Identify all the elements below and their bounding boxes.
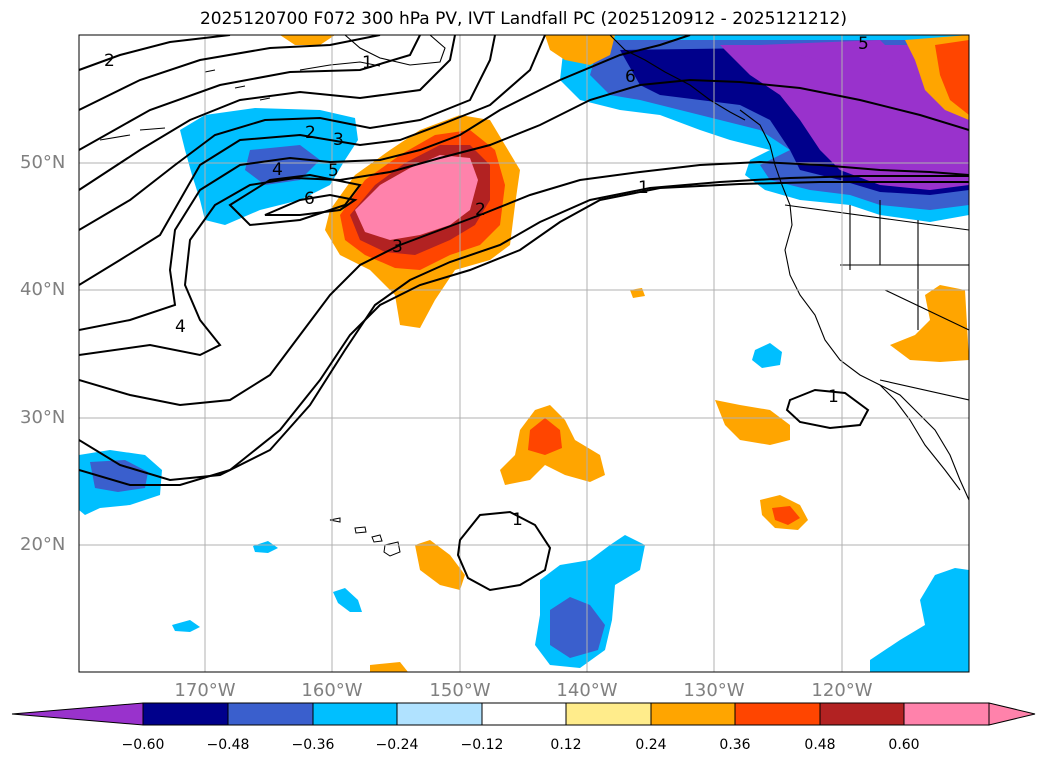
colorbar-tick-label: −0.60 [121, 737, 165, 753]
border-us-canada [784, 204, 969, 231]
hawaii-islands [329, 517, 401, 557]
lon-label: 170°W [174, 680, 236, 701]
colorbar-tick-label: −0.12 [460, 737, 504, 753]
anomaly-positive-topleft [280, 35, 335, 45]
contour-label: 2 [305, 123, 316, 143]
contour-lines [79, 35, 969, 592]
contour-label: 4 [272, 160, 283, 180]
colorbar-tick-label: 0.24 [635, 737, 667, 753]
colorbar-segment [396, 702, 483, 726]
lon-label: 150°W [429, 680, 491, 701]
lon-label: 120°W [811, 680, 873, 701]
anomaly-negative-sub1-2 [550, 597, 605, 658]
lat-label: 40°N [20, 279, 66, 300]
map-frame [78, 34, 970, 673]
contour-label: 6 [625, 67, 636, 87]
anomaly-positive-sub4-2 [772, 506, 800, 525]
colorbar-tick-label: −0.36 [291, 737, 335, 753]
contour-label: 5 [858, 34, 869, 54]
colorbar [11, 702, 1036, 726]
colorbar-extend-right [988, 702, 1036, 726]
contour-label: 6 [304, 189, 315, 209]
colorbar-segment [481, 702, 567, 726]
colorbar-tick-label: 0.12 [550, 737, 582, 753]
contour-label: 1 [638, 178, 649, 198]
map-title: 2025120700 F072 300 hPa PV, IVT Landfall… [199, 9, 847, 29]
anomaly-positive-corner-2 [935, 40, 969, 115]
coastline-baja [879, 384, 961, 491]
colorbar-extend-left [11, 702, 144, 726]
contour-label: 1 [512, 510, 523, 530]
contour-label: 1 [362, 53, 373, 73]
anomaly-positive-sub3 [715, 400, 790, 445]
colorbar-segment [227, 702, 314, 726]
colorbar-segment [312, 702, 398, 726]
colorbar-tick-label: −0.48 [206, 737, 250, 753]
lon-label: 140°W [556, 680, 618, 701]
coastline-alaska-west [344, 35, 446, 66]
contour-label: 3 [392, 237, 403, 257]
anomaly-positive-sub1-2 [528, 418, 562, 455]
anomaly-positive-sub7 [370, 662, 408, 672]
coastline-alaska-pan [609, 35, 746, 121]
anomaly-positive-sub5 [890, 285, 969, 362]
contour-label: 2 [104, 51, 115, 71]
colorbar-tick-label: 0.36 [719, 737, 751, 753]
lat-label: 20°N [20, 534, 66, 555]
colorbar-segment [734, 702, 821, 726]
anomaly-negative-sub5 [253, 541, 278, 553]
anomaly-positive-topcenter [545, 35, 615, 65]
contour-label: 2 [475, 200, 486, 220]
contour-label: 1 [828, 387, 839, 407]
colorbar-tick-label: 0.48 [804, 737, 836, 753]
lon-label: 130°W [683, 680, 745, 701]
anomaly-negative-sub6 [333, 588, 362, 612]
shaded-fields [79, 35, 969, 672]
lon-label: 160°W [301, 680, 363, 701]
anomaly-negative-ne-5 [760, 40, 900, 75]
anomaly-positive-sub2 [415, 540, 465, 590]
colorbar-tick-label: −0.24 [375, 737, 419, 753]
coastlines [99, 35, 969, 501]
lat-label: 30°N [20, 407, 66, 428]
colorbar-segment [819, 702, 905, 726]
colorbar-tick-label: 0.60 [888, 737, 920, 753]
coastline-aleutians [99, 61, 381, 141]
colorbar-segment [903, 702, 990, 726]
anomaly-negative-sub3 [870, 568, 969, 672]
anomaly-positive-center-4 [355, 155, 478, 240]
border-state-lines [840, 200, 969, 401]
colorbar-segment [565, 702, 652, 726]
contour-label: 5 [328, 161, 339, 181]
contour-label: 4 [175, 317, 186, 337]
anomaly-negative-sub4 [752, 343, 782, 368]
coastline-north-america [739, 109, 969, 501]
contour-label-group: 2 1 5 2 3 4 5 6 6 1 2 3 4 1 1 [104, 34, 869, 530]
colorbar-segment [650, 702, 736, 726]
lat-label: 50°N [20, 152, 66, 173]
contour-label: 3 [333, 130, 344, 150]
colorbar-segment [142, 702, 229, 726]
anomaly-negative-ne-4 [720, 45, 969, 190]
anomaly-negative-west-2 [245, 145, 320, 185]
anomaly-negative-sub7 [172, 620, 200, 632]
